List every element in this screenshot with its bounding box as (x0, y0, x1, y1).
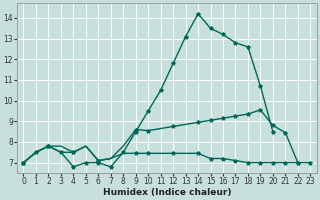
X-axis label: Humidex (Indice chaleur): Humidex (Indice chaleur) (103, 188, 231, 197)
